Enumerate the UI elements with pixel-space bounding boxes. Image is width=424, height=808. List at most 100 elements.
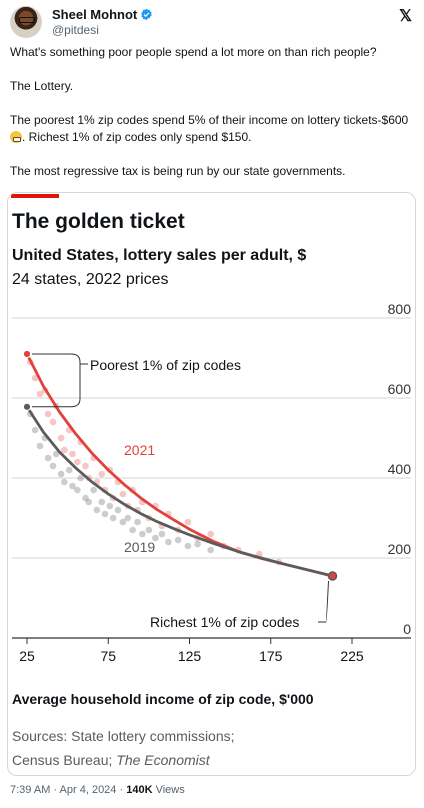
scatter-point-2021 xyxy=(82,462,89,470)
scatter-point-2019 xyxy=(174,536,182,544)
x-tick-label: 175 xyxy=(259,648,283,664)
author-name[interactable]: Sheel Mohnot xyxy=(52,7,138,22)
annotation-2019: 2019 xyxy=(124,539,155,555)
sources-line-2: Census Bureau; The Economist xyxy=(12,752,211,768)
scatter-point-2021 xyxy=(184,518,192,526)
x-tick-label: 25 xyxy=(19,648,35,664)
endpoint-start-2019 xyxy=(22,402,32,411)
tweet-line-part: The poorest 1% zip codes spend 5% of the… xyxy=(10,113,409,127)
scatter-point-2019 xyxy=(52,450,60,458)
grimacing-face-emoji xyxy=(10,131,22,143)
tweet-line: The most regressive tax is being run by … xyxy=(10,164,346,178)
y-tick-label: 0 xyxy=(403,621,411,637)
author-handle[interactable]: @pitdesi xyxy=(52,23,99,37)
sources-line-1: Sources: State lottery commissions; xyxy=(12,728,235,744)
scatter-point-2019 xyxy=(114,506,122,514)
view-count: 140K xyxy=(126,784,153,796)
views-label: Views xyxy=(155,784,185,796)
scatter-point-2021 xyxy=(49,418,57,426)
scatter-point-2021 xyxy=(74,458,81,466)
scatter-point-2021 xyxy=(98,470,106,478)
leader-line-poorest xyxy=(32,353,88,365)
annotation-richest: Richest 1% of zip codes xyxy=(150,614,299,630)
chart-subtitle: United States, lottery sales per adult, … xyxy=(12,247,306,264)
leader-line-poorest-2019 xyxy=(32,364,81,408)
sources-line-2a: Census Bureau; xyxy=(12,752,116,768)
scatter-point-2019 xyxy=(165,538,172,546)
annotation-2021: 2021 xyxy=(124,442,155,458)
scatter-point-2019 xyxy=(31,426,39,434)
chart-title: The golden ticket xyxy=(12,210,185,233)
scatter-point-2019 xyxy=(184,542,192,550)
scatter-point-2019 xyxy=(44,454,52,462)
chart-subtitle-2: 24 states, 2022 prices xyxy=(12,271,169,288)
x-axis-label: Average household income of zip code, $'… xyxy=(12,691,314,707)
tweet-time[interactable]: 7:39 AM xyxy=(10,784,51,796)
scatter-point-2019 xyxy=(61,478,68,486)
scatter-point-2019 xyxy=(134,518,141,526)
scatter-point-2021 xyxy=(31,374,39,382)
x-tick-label: 75 xyxy=(100,648,116,664)
y-tick-label: 200 xyxy=(388,541,412,557)
scatter-point-2019 xyxy=(129,526,136,534)
scatter-point-2021 xyxy=(119,490,127,498)
sources-line-2b: The Economist xyxy=(116,752,210,768)
scatter-point-2021 xyxy=(69,450,76,458)
x-tick-label: 225 xyxy=(340,648,364,664)
tweet-line: The Lottery. xyxy=(10,79,74,93)
y-tick-label: 800 xyxy=(388,301,412,317)
annotation-poorest: Poorest 1% of zip codes xyxy=(90,357,241,373)
leader-line-richest xyxy=(318,580,329,623)
scatter-point-2019 xyxy=(82,494,89,502)
scatter-point-2019 xyxy=(152,534,159,542)
scatter-point-2019 xyxy=(158,530,166,538)
scatter-point-2019 xyxy=(90,486,97,494)
endpoint-start-2021 xyxy=(22,349,32,359)
avatar[interactable] xyxy=(10,6,42,38)
x-logo-icon: 𝕏 xyxy=(399,8,412,25)
tweet-body: What's something poor people spend a lot… xyxy=(10,44,414,180)
scatter-point-2019 xyxy=(124,514,132,522)
scatter-point-2019 xyxy=(106,502,114,510)
scatter-point-2019 xyxy=(207,546,214,554)
x-tick-label: 125 xyxy=(178,648,202,664)
tweet-line: What's something poor people spend a lot… xyxy=(10,45,377,59)
author-name-row: Sheel Mohnot xyxy=(52,7,153,22)
scatter-point-2019 xyxy=(194,540,201,548)
scatter-point-2019 xyxy=(85,498,93,506)
endpoint-richest xyxy=(327,571,338,581)
scatter-point-2019 xyxy=(101,510,109,518)
scatter-point-2019 xyxy=(119,518,127,526)
scatter-point-2019 xyxy=(77,474,84,482)
tweet-line: The poorest 1% zip codes spend 5% of the… xyxy=(10,112,414,146)
scatter-point-2019 xyxy=(36,442,44,450)
scatter-point-2021 xyxy=(207,530,214,538)
scatter-point-2021 xyxy=(57,434,65,442)
scatter-point-2019 xyxy=(98,498,106,506)
scatter-point-2019 xyxy=(69,482,76,490)
y-tick-label: 600 xyxy=(388,381,412,397)
scatter-point-2019 xyxy=(145,526,153,534)
chart-svg: The golden ticket United States, lottery… xyxy=(11,194,412,768)
scatter-point-2019 xyxy=(93,506,101,514)
tweet-date[interactable]: Apr 4, 2024 xyxy=(59,784,117,796)
scatter-point-2021 xyxy=(44,410,52,418)
scatter-point-2019 xyxy=(57,470,65,478)
separator: · xyxy=(53,784,58,796)
tweet-header: Sheel Mohnot @pitdesi 𝕏 xyxy=(10,6,414,42)
tweet-line-part: . Richest 1% of zip codes only spend $15… xyxy=(22,130,252,144)
series-line-2019 xyxy=(25,405,334,578)
scatter-point-2021 xyxy=(61,446,68,454)
separator: · xyxy=(119,784,124,796)
scatter-point-2021 xyxy=(36,390,44,398)
scatter-point-2019 xyxy=(65,466,73,474)
scatter-point-2019 xyxy=(109,514,117,522)
chart-image[interactable]: The golden ticket United States, lottery… xyxy=(7,192,416,776)
scatter-point-2019 xyxy=(139,530,146,538)
verified-badge-icon xyxy=(141,8,152,21)
scatter-point-2019 xyxy=(49,462,57,470)
y-tick-label: 400 xyxy=(388,461,412,477)
tweet-footer: 7:39 AM · Apr 4, 2024 · 140K Views xyxy=(10,784,185,796)
economist-red-tab xyxy=(11,194,59,198)
scatter-point-2019 xyxy=(74,486,81,494)
